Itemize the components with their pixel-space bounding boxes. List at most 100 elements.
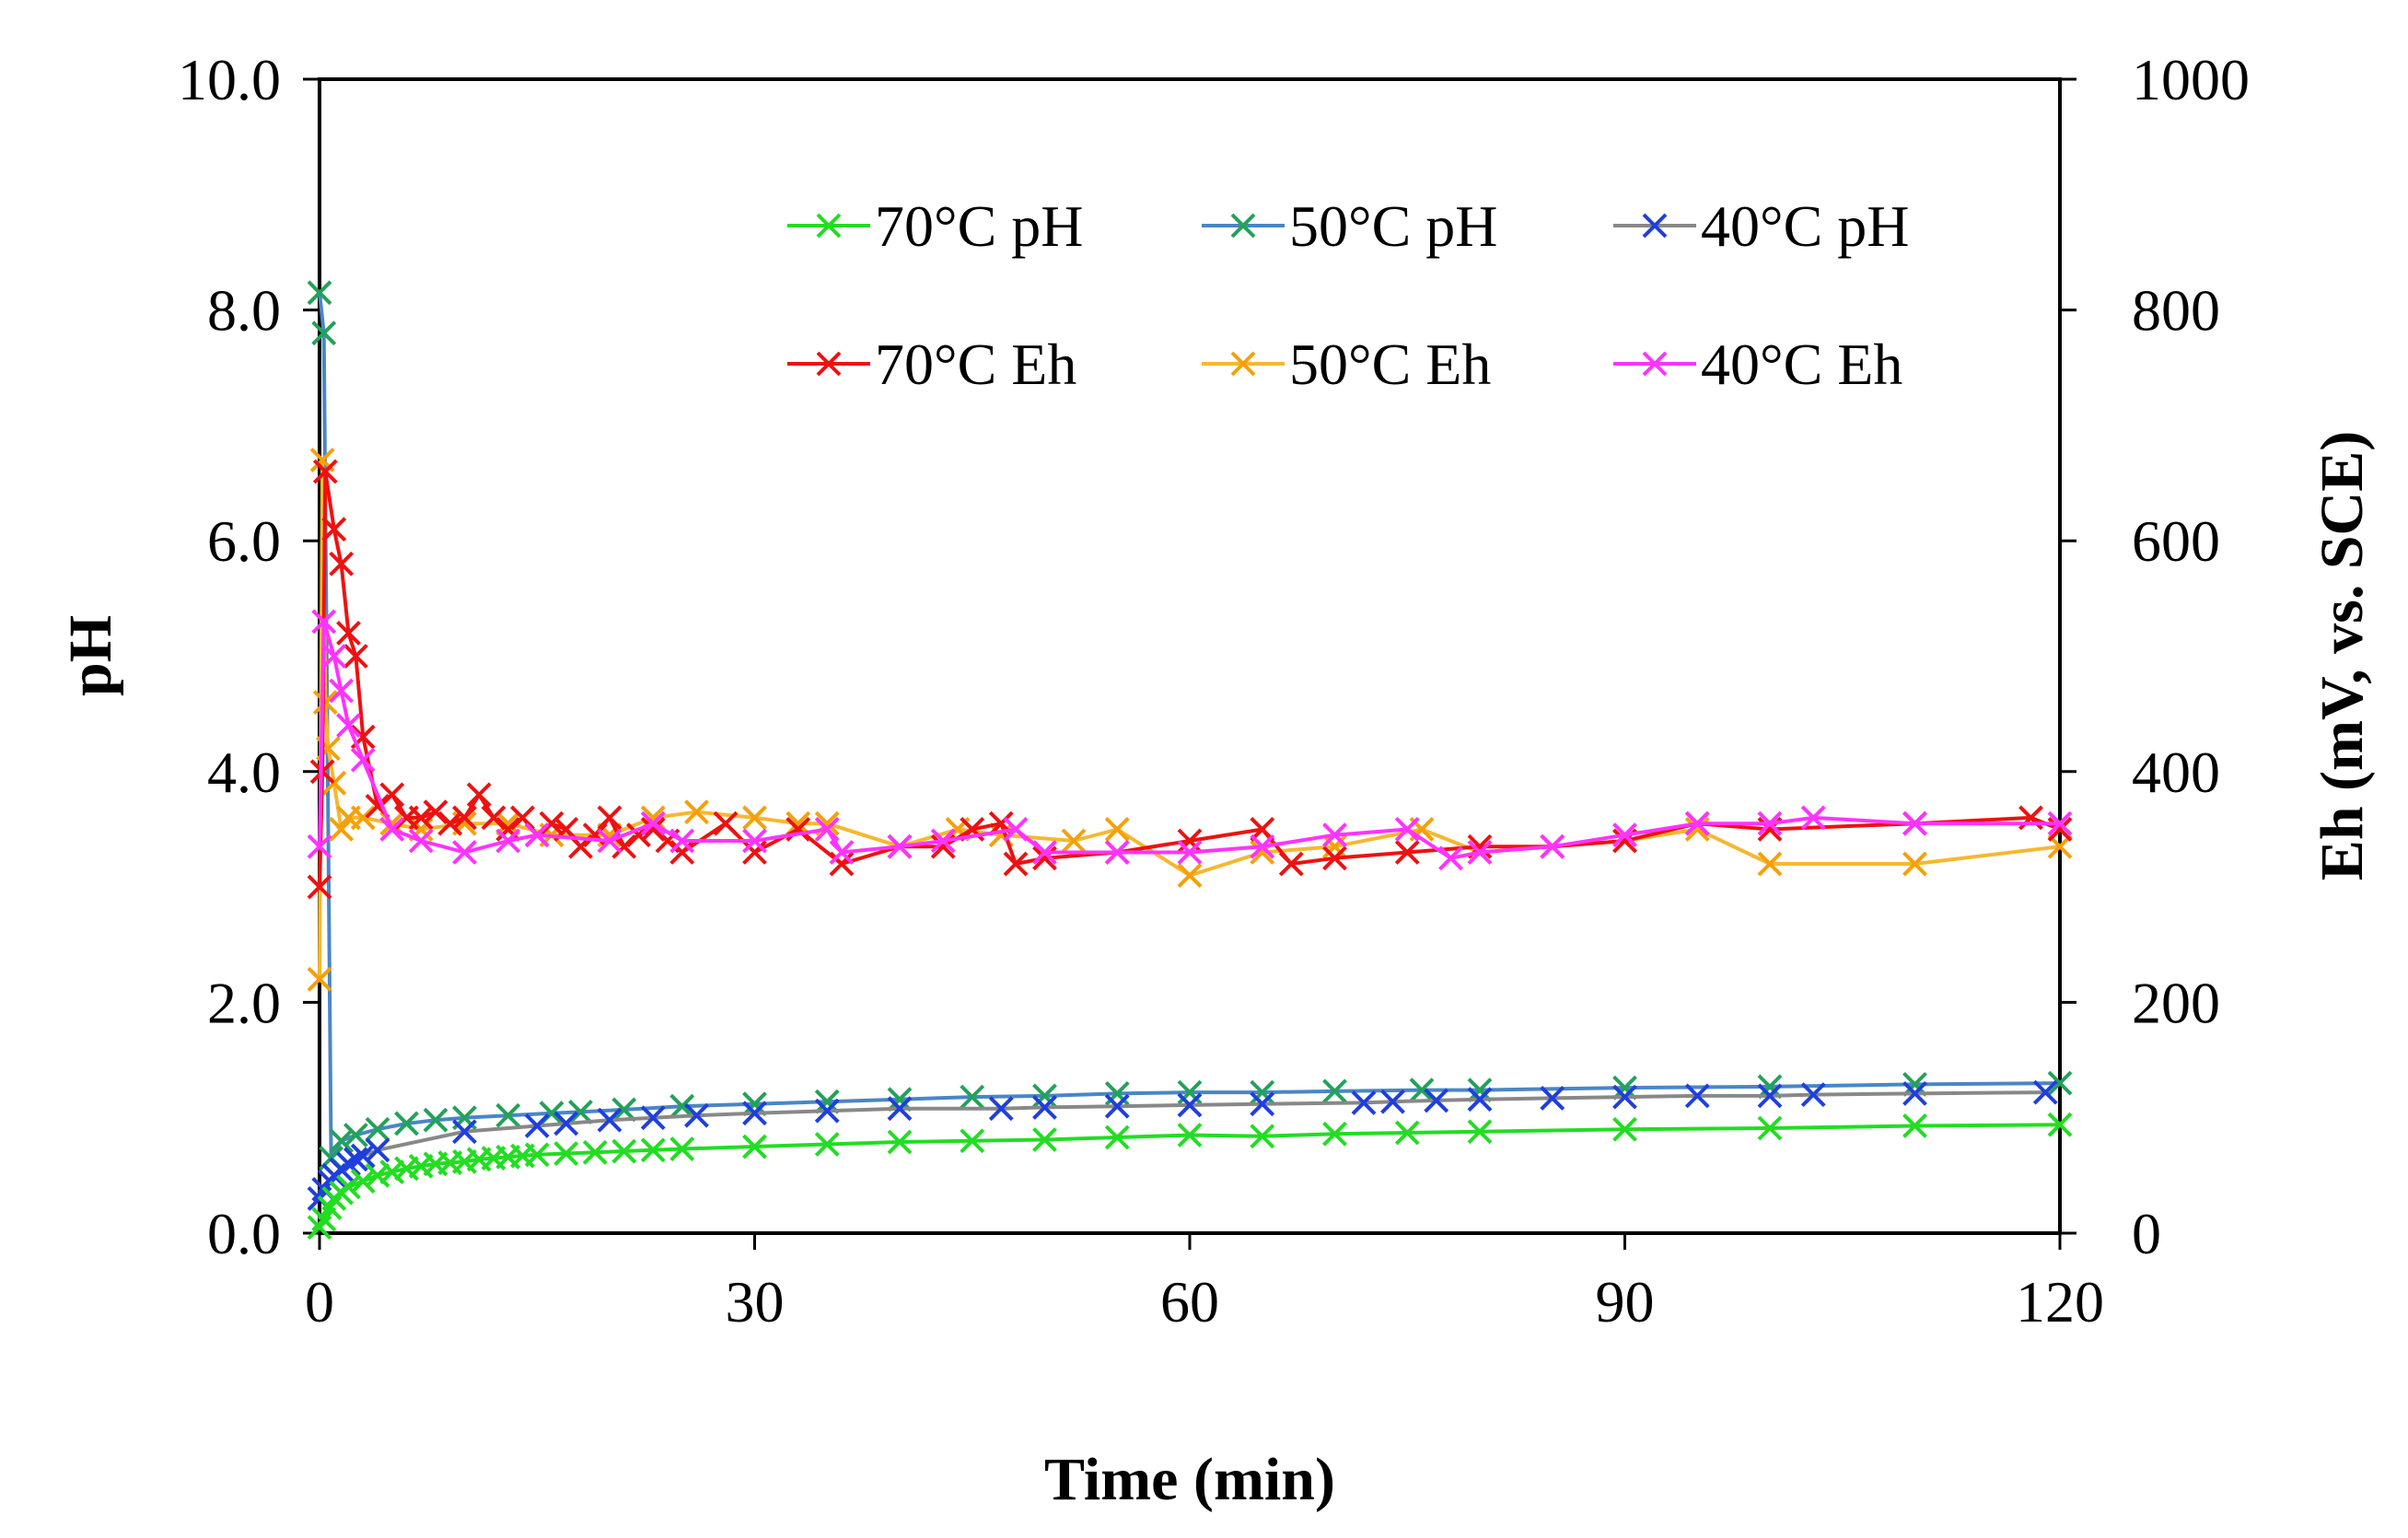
data-point <box>336 621 361 646</box>
data-point <box>1902 810 1927 836</box>
data-point <box>495 1102 521 1128</box>
data-point <box>669 1136 695 1161</box>
data-point <box>568 1100 593 1124</box>
data-point <box>553 1111 579 1136</box>
data-point <box>1757 851 1783 877</box>
data-point <box>1351 1089 1377 1115</box>
data-point <box>684 1102 709 1128</box>
data-point <box>452 1119 477 1145</box>
data-point <box>329 817 355 842</box>
legend-label: 50°C pH <box>1289 193 1498 259</box>
x-tick-label: 60 <box>1160 1269 1219 1334</box>
data-point <box>1104 817 1130 842</box>
data-point <box>1800 1082 1826 1108</box>
data-point <box>1438 845 1463 871</box>
data-point <box>365 1137 390 1163</box>
series-50c-eh <box>307 448 2073 992</box>
data-point <box>1902 1113 1927 1138</box>
data-point <box>343 1147 368 1172</box>
series-40c-eh <box>307 609 2073 871</box>
y2-tick-label: 0 <box>2132 1201 2161 1266</box>
data-point <box>365 1162 390 1188</box>
data-point <box>1467 1119 1493 1145</box>
data-point <box>350 1143 376 1169</box>
data-point <box>1250 1124 1275 1149</box>
data-point <box>814 1098 840 1124</box>
data-point <box>1684 810 1710 836</box>
data-point <box>1032 1095 1057 1120</box>
data-point <box>1612 822 1637 848</box>
y2-tick-label: 1000 <box>2132 47 2250 112</box>
data-point <box>2032 1079 2058 1105</box>
data-point <box>321 644 347 669</box>
data-point <box>1250 833 1275 859</box>
data-point <box>1394 817 1420 842</box>
data-point <box>669 828 695 854</box>
legend-marker <box>1642 351 1668 377</box>
data-point <box>640 817 666 842</box>
data-point <box>1902 851 1927 877</box>
data-point <box>336 713 361 739</box>
data-point <box>814 817 840 842</box>
data-point <box>1409 1078 1435 1103</box>
data-point <box>1322 1078 1347 1104</box>
data-point <box>379 1159 405 1185</box>
data-point <box>329 551 355 577</box>
data-point <box>1177 840 1203 865</box>
legend-label: 50°C Eh <box>1289 332 1491 397</box>
data-point <box>329 1128 355 1154</box>
data-point <box>1177 1123 1203 1148</box>
data-point <box>2047 1070 2073 1096</box>
data-point <box>1800 805 1826 831</box>
series-line <box>318 619 2060 860</box>
data-point <box>336 1174 361 1200</box>
data-point <box>1104 1124 1130 1150</box>
x-tick-label: 30 <box>726 1269 785 1334</box>
series-line <box>318 292 2061 1160</box>
ticks-layer: 0 30 60 90 120 0.0 2.0 4.0 6.0 8.0 10.0 0 200 400 600 8… <box>178 47 2250 1334</box>
data-point <box>713 810 739 836</box>
y2-axis-title: Eh (mV, vs. SCE) <box>2309 431 2376 880</box>
data-point <box>669 1093 695 1119</box>
data-point <box>408 828 434 854</box>
legend-item: 40°C Eh <box>1613 332 1902 397</box>
data-point <box>1380 1089 1405 1114</box>
data-point <box>307 280 332 306</box>
data-point <box>640 1105 666 1131</box>
data-point <box>1540 1085 1565 1111</box>
data-point <box>829 851 855 877</box>
x-tick-label: 120 <box>2016 1269 2104 1334</box>
data-point <box>1250 1079 1275 1105</box>
data-point <box>960 1128 985 1154</box>
data-point <box>1032 1127 1057 1152</box>
data-point <box>539 810 564 836</box>
data-point <box>307 874 332 900</box>
data-point <box>1757 810 1783 836</box>
data-point <box>466 782 492 808</box>
data-point <box>742 840 767 865</box>
data-point <box>887 1096 913 1122</box>
data-point <box>930 828 956 854</box>
data-point <box>1757 1083 1783 1109</box>
data-point <box>510 805 535 831</box>
data-point <box>350 747 376 773</box>
legend-label: 40°C pH <box>1701 193 1910 259</box>
legend-label: 70°C Eh <box>875 332 1076 397</box>
data-point <box>2047 810 2073 836</box>
legend: 70°C pH 50°C pH 40°C pH 70°C Eh 50°C Eh 40°C … <box>787 193 1910 397</box>
data-point <box>960 1084 985 1110</box>
data-point <box>350 1169 376 1194</box>
data-point <box>524 1113 550 1138</box>
data-point <box>887 1129 913 1155</box>
data-point <box>1322 833 1347 859</box>
data-point <box>524 1142 550 1168</box>
data-point <box>1424 1088 1449 1113</box>
series-70c-eh <box>307 459 2073 900</box>
legend-marker <box>1642 213 1668 239</box>
series-line <box>318 1123 2061 1229</box>
data-point <box>582 822 608 848</box>
legend-marker <box>1230 351 1256 377</box>
data-point <box>1177 863 1203 888</box>
legend-marker <box>816 351 842 377</box>
data-point <box>1540 833 1565 859</box>
